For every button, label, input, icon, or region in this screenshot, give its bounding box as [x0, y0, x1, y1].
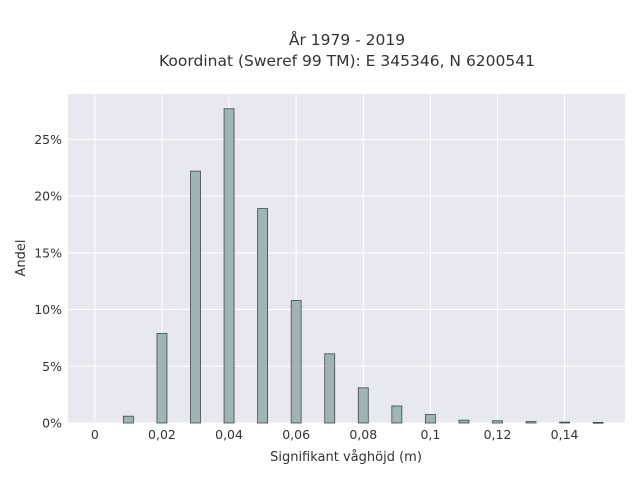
- histogram-bar: [223, 108, 235, 424]
- histogram-bar: [324, 353, 336, 424]
- y-tick-label: 10%: [34, 302, 62, 317]
- bars: [123, 108, 604, 424]
- x-tick-label: 0,06: [282, 427, 310, 442]
- histogram-bar: [357, 387, 369, 424]
- y-tick-label: 0%: [42, 416, 62, 431]
- x-tick-label: 0,02: [148, 427, 176, 442]
- histogram-bar: [458, 419, 470, 424]
- x-tick-label: 0,08: [349, 427, 377, 442]
- histogram-bar: [559, 421, 570, 424]
- histogram-bar: [592, 422, 604, 424]
- histogram-bar: [257, 208, 269, 424]
- y-tick-label: 15%: [34, 245, 62, 260]
- x-tick-label: 0,1: [420, 427, 440, 442]
- chart-title-line1: År 1979 - 2019: [289, 30, 405, 49]
- chart-title-line2: Koordinat (Sweref 99 TM): E 345346, N 62…: [159, 52, 535, 70]
- histogram-bar: [290, 300, 302, 424]
- histogram-bar: [424, 414, 436, 424]
- histogram-bar: [190, 170, 201, 424]
- y-tick-label: 25%: [34, 132, 62, 147]
- x-tick-label: 0,14: [551, 427, 579, 442]
- histogram-bar: [525, 421, 537, 424]
- y-tick-label: 5%: [42, 359, 62, 374]
- histogram-bar: [156, 332, 168, 424]
- y-tick-labels: 0% 5% 10% 15% 20% 25%: [34, 132, 62, 431]
- x-tick-label: 0,04: [215, 427, 243, 442]
- histogram-bar: [492, 420, 503, 424]
- x-tick-labels: 0 0,02 0,04 0,06 0,08 0,1 0,12 0,14: [91, 427, 579, 442]
- histogram-bar: [391, 405, 403, 424]
- x-tick-label: 0: [91, 427, 99, 442]
- x-tick-label: 0,12: [484, 427, 512, 442]
- x-axis-title: Signifikant våghöjd (m): [270, 450, 422, 465]
- plot-area: [68, 94, 625, 423]
- histogram-bar: [123, 415, 134, 424]
- y-axis-title: Andel: [14, 240, 29, 277]
- y-tick-label: 20%: [34, 189, 62, 204]
- grid-lines: [68, 94, 625, 424]
